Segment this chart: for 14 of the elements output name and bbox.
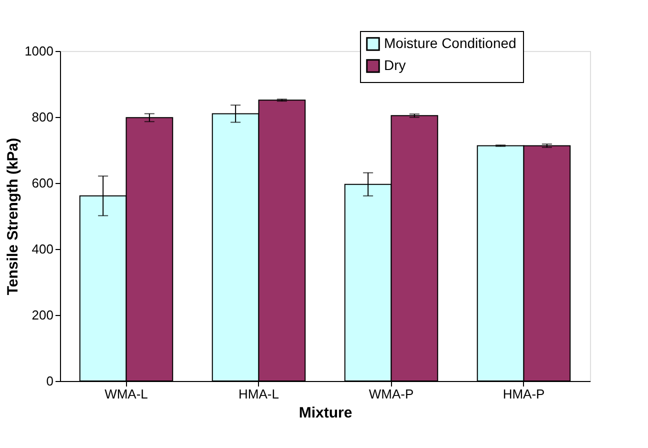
y-axis-title: Tensile Strength (kPa) [4,138,22,296]
y-tick-label: 600 [32,176,54,190]
x-tick-label: WMA-L [104,386,148,402]
y-tick-label: 800 [32,110,54,124]
y-tick-label: 400 [32,242,54,256]
x-tick-label: HMA-L [238,386,279,402]
x-tick-label: WMA-P [368,386,414,402]
legend-label: Dry [384,57,406,73]
y-tick-label: 200 [32,308,54,322]
x-tick-label: HMA-P [502,386,545,402]
y-tick-label: 1000 [24,44,54,58]
x-axis-title: Mixture [298,404,352,422]
y-tick-label: 0 [46,374,54,388]
legend-label: Moisture Conditioned [384,35,516,51]
